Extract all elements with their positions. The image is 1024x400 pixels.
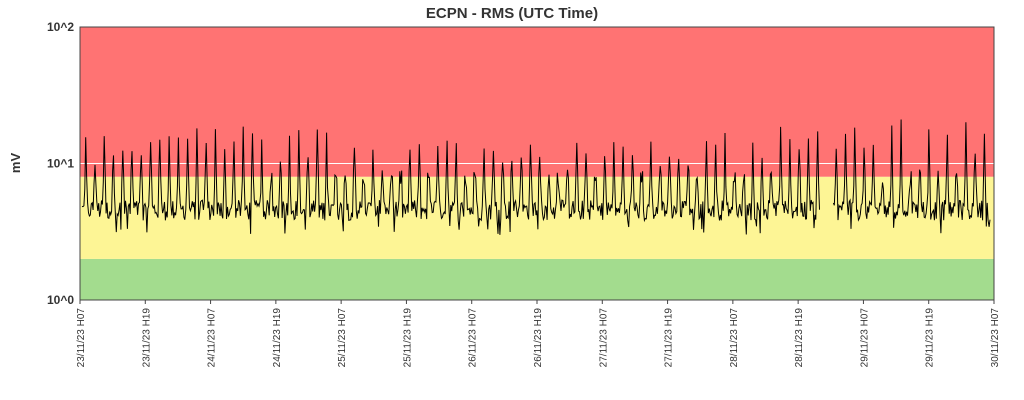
band-0	[80, 258, 994, 300]
x-tick-label: 27/11/23 H19	[664, 308, 675, 368]
x-tick-label: 25/11/23 H07	[337, 308, 348, 368]
x-tick-label: 24/11/23 H07	[207, 308, 218, 368]
x-tick-label: 30/11/23 H07	[990, 308, 1001, 368]
x-tick-label: 28/11/23 H07	[729, 308, 740, 368]
chart-title: ECPN - RMS (UTC Time)	[426, 5, 598, 22]
y-tick-labels: 10^0 10^1 10^2	[47, 20, 74, 307]
band-2	[80, 27, 994, 177]
x-tick-label: 27/11/23 H07	[598, 308, 609, 368]
y-tick-label: 10^0	[47, 293, 74, 307]
y-axis-title: mV	[8, 153, 23, 174]
y-tick-label: 10^1	[47, 157, 74, 171]
x-tick-label: 29/11/23 H19	[925, 308, 936, 368]
y-tick-label: 10^2	[47, 20, 74, 34]
x-tick-label: 26/11/23 H19	[533, 308, 544, 368]
x-tick-label: 23/11/23 H19	[141, 308, 152, 368]
x-tick-label: 23/11/23 H07	[76, 308, 87, 368]
x-tick-label: 28/11/23 H19	[794, 308, 805, 368]
series-line	[81, 119, 991, 235]
x-tick-label: 26/11/23 H07	[468, 308, 479, 368]
x-tick-labels: 23/11/23 H07 23/11/23 H19 24/11/23 H07 24/1…	[76, 300, 1001, 367]
x-tick-label: 25/11/23 H19	[402, 308, 413, 368]
x-tick-label: 29/11/23 H07	[859, 308, 870, 368]
x-tick-label: 24/11/23 H19	[272, 308, 283, 368]
